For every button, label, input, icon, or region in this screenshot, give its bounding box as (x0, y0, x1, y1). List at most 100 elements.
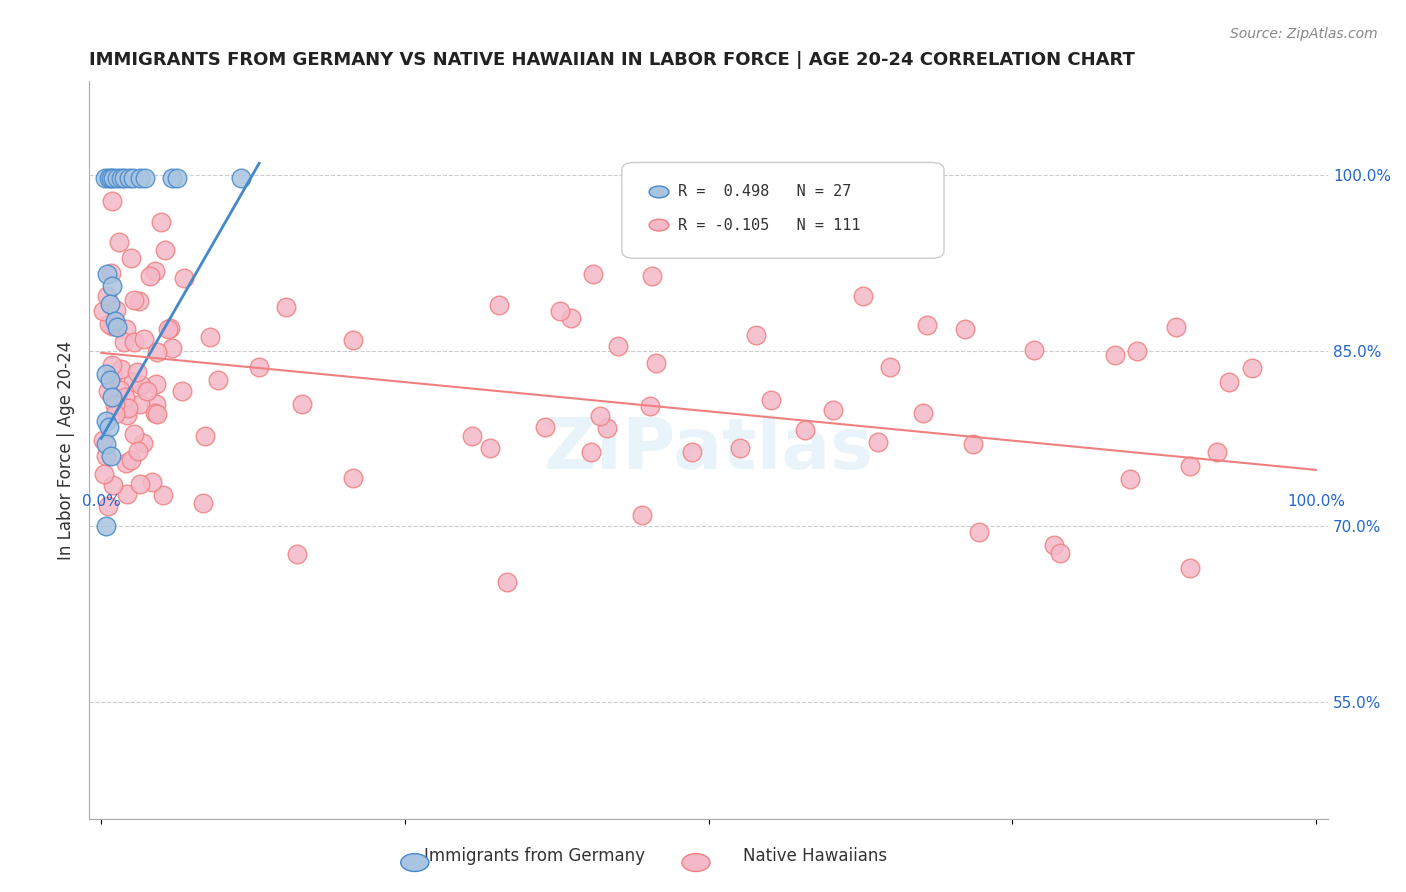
Point (460, 428, 482, 442)
Point (911, 406, 934, 420)
Point (110, 383, 132, 397)
Point (115, 322, 138, 336)
Point (141, 475, 163, 490)
Point (101, 194, 124, 208)
FancyBboxPatch shape (621, 162, 943, 259)
Point (1180, 458, 1202, 473)
Point (1180, 561, 1202, 575)
Point (96, 268, 118, 282)
Point (101, 279, 124, 293)
Point (129, 378, 152, 392)
Point (94, 449, 117, 463)
Point (745, 328, 768, 343)
Point (342, 333, 364, 347)
Point (1240, 361, 1263, 376)
Point (100, 449, 122, 463)
Point (160, 171, 183, 186)
Point (276, 301, 298, 315)
Text: IMMIGRANTS FROM GERMANY VS NATIVE HAWAIIAN IN LABOR FORCE | AGE 20-24 CORRELATIO: IMMIGRANTS FROM GERMANY VS NATIVE HAWAII… (89, 51, 1135, 69)
Point (191, 496, 214, 510)
Point (117, 487, 139, 501)
Point (97, 384, 120, 398)
Point (967, 524, 990, 539)
Point (166, 171, 188, 186)
Point (131, 436, 153, 450)
Point (534, 419, 557, 434)
Point (121, 171, 143, 186)
Point (631, 508, 654, 522)
Point (138, 269, 160, 284)
Point (285, 547, 308, 561)
Point (596, 421, 619, 435)
Point (120, 251, 142, 265)
Point (579, 444, 602, 458)
Point (124, 293, 146, 308)
Point (94, 414, 117, 428)
Point (1125, 343, 1147, 358)
Point (117, 401, 139, 415)
Point (129, 397, 152, 411)
Point (110, 171, 132, 186)
Point (145, 376, 167, 391)
Point (582, 267, 605, 281)
Point (879, 359, 901, 374)
Text: ZIPatlas: ZIPatlas (544, 416, 873, 484)
Point (112, 334, 135, 349)
Point (114, 390, 136, 404)
Point (97, 499, 120, 513)
Text: Immigrants from Germany: Immigrants from Germany (423, 847, 645, 865)
Point (104, 407, 127, 421)
Text: Source: ZipAtlas.com: Source: ZipAtlas.com (1230, 27, 1378, 41)
Point (962, 436, 984, 450)
Text: 0.0%: 0.0% (82, 494, 121, 509)
Point (156, 322, 179, 336)
Point (104, 302, 127, 317)
Point (730, 441, 752, 455)
Point (794, 423, 817, 437)
Point (98, 317, 121, 331)
Point (115, 456, 138, 470)
Point (100, 266, 122, 280)
Point (136, 384, 159, 399)
Point (103, 171, 125, 186)
Point (291, 396, 314, 410)
Point (915, 318, 938, 333)
Point (129, 171, 152, 186)
Point (143, 406, 166, 420)
Point (866, 434, 889, 449)
Point (112, 171, 135, 186)
Point (146, 345, 169, 359)
Point (105, 320, 128, 334)
Point (173, 271, 195, 285)
Point (207, 372, 229, 386)
Point (162, 341, 184, 355)
Point (110, 362, 132, 376)
Point (145, 397, 167, 411)
Point (1049, 546, 1071, 560)
Point (143, 264, 166, 278)
Point (122, 427, 145, 442)
Y-axis label: In Labor Force | Age 20-24: In Labor Force | Age 20-24 (58, 341, 75, 559)
Point (560, 310, 582, 325)
Text: Native Hawaiians: Native Hawaiians (744, 847, 887, 865)
Point (97, 171, 120, 186)
Point (1164, 319, 1187, 334)
Point (159, 321, 181, 335)
Point (91, 434, 114, 448)
Point (149, 215, 172, 229)
Point (107, 235, 129, 249)
Circle shape (650, 186, 669, 198)
Point (247, 359, 270, 374)
Point (200, 330, 222, 344)
Point (229, 171, 252, 186)
Point (120, 453, 142, 467)
Point (96, 289, 118, 303)
Point (589, 409, 612, 423)
Point (98, 373, 121, 387)
Text: R =  0.498   N = 27: R = 0.498 N = 27 (678, 185, 851, 200)
Point (108, 397, 131, 411)
Point (94, 519, 117, 533)
Point (146, 407, 169, 421)
Point (94, 367, 117, 381)
Point (194, 429, 217, 443)
